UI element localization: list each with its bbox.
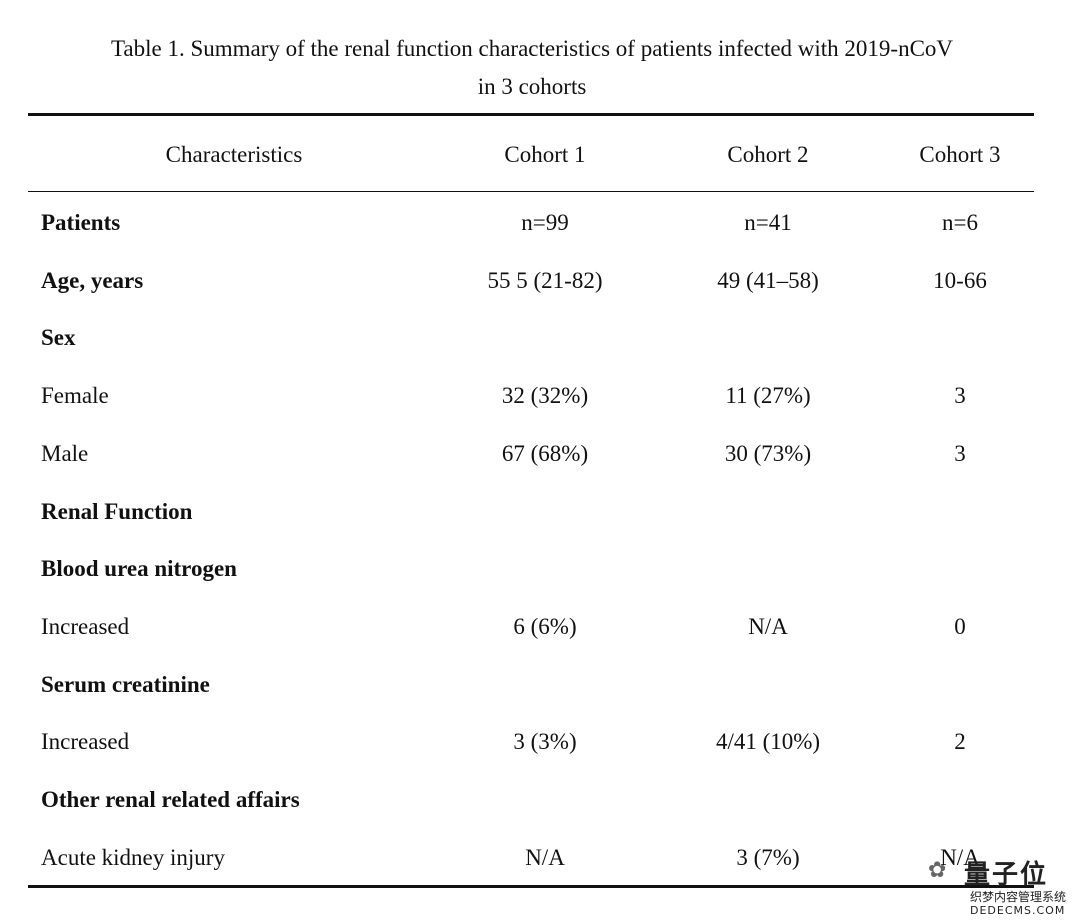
header-cohort-2: Cohort 2 xyxy=(727,142,809,167)
table-header-rule xyxy=(28,191,1034,192)
cohort-3-value: 3 xyxy=(954,383,966,408)
cohort-3-value: 10-66 xyxy=(933,268,987,293)
cohort-3-value: 3 xyxy=(954,441,966,466)
caption-line-1: Table 1. Summary of the renal function c… xyxy=(110,36,954,61)
table-top-rule xyxy=(28,113,1034,116)
row-label: Increased xyxy=(41,729,130,754)
cohort-2-value: 30 (73%) xyxy=(724,441,812,466)
row-label: Patients xyxy=(41,210,121,235)
table-bottom-rule xyxy=(28,885,1034,888)
row-label: Increased xyxy=(41,614,130,639)
cohort-1-value: 55 5 (21-82) xyxy=(487,268,603,293)
row-label: Other renal related affairs xyxy=(41,787,300,812)
table-caption: Table 1. Summary of the renal function c… xyxy=(0,30,1064,106)
header-cohort-1: Cohort 1 xyxy=(504,142,586,167)
cohort-2-value: 49 (41–58) xyxy=(717,268,819,293)
cohort-2-value: 3 (7%) xyxy=(736,845,800,870)
watermark: ✿ 量子位 织梦内容管理系统 DEDECMS.COM xyxy=(920,852,1080,920)
cohort-1-value: N/A xyxy=(525,845,565,870)
cohort-2-value: 4/41 (10%) xyxy=(715,729,821,754)
header-cohort-3: Cohort 3 xyxy=(919,142,1001,167)
row-label: Renal Function xyxy=(41,499,193,524)
wechat-icon: ✿ xyxy=(928,858,947,883)
caption-line-2: in 3 cohorts xyxy=(477,74,587,99)
cohort-1-value: 67 (68%) xyxy=(501,441,589,466)
row-label: Age, years xyxy=(41,268,144,293)
row-label: Serum creatinine xyxy=(41,672,210,697)
watermark-brand: 量子位 xyxy=(964,860,1049,890)
cohort-1-value: 32 (32%) xyxy=(501,383,589,408)
cohort-3-value: 0 xyxy=(954,614,966,639)
row-label: Sex xyxy=(41,325,76,350)
cohort-2-value: 11 (27%) xyxy=(725,383,811,408)
row-label: Blood urea nitrogen xyxy=(41,556,237,581)
cohort-3-value: 2 xyxy=(954,729,966,754)
header-characteristics: Characteristics xyxy=(165,142,303,167)
cohort-1-value: 6 (6%) xyxy=(513,614,577,639)
cohort-3-value: N/A xyxy=(940,845,980,870)
cohort-2-value: n=41 xyxy=(744,210,792,235)
cohort-2-value: N/A xyxy=(748,614,788,639)
row-label: Female xyxy=(41,383,109,408)
cohort-1-value: 3 (3%) xyxy=(513,729,577,754)
row-label: Acute kidney injury xyxy=(41,845,225,870)
watermark-line-2: DEDECMS.COM xyxy=(970,904,1066,917)
row-label: Male xyxy=(41,441,89,466)
cohort-3-value: n=6 xyxy=(942,210,978,235)
watermark-line-1: 织梦内容管理系统 xyxy=(970,890,1067,904)
cohort-1-value: n=99 xyxy=(521,210,569,235)
